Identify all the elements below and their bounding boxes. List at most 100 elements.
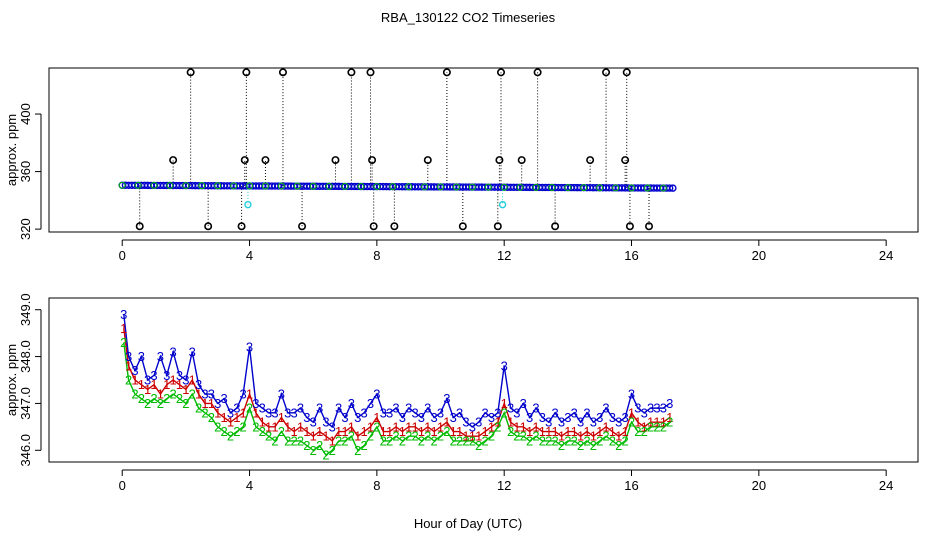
series-2-point: 2 [144, 396, 151, 411]
bottom-y-tick-label: 349.0 [18, 293, 33, 326]
series-2-point: 2 [138, 391, 145, 406]
chart-title: RBA_130122 CO2 Timeseries [381, 10, 556, 25]
series-3-point: 3 [622, 410, 629, 425]
series-3-point: 3 [195, 377, 202, 392]
series-1-point: 1 [373, 410, 380, 425]
series-2-point: 2 [481, 433, 488, 448]
series-3-point: 3 [271, 405, 278, 420]
spike-point [497, 68, 506, 77]
series-3-point: 3 [456, 405, 463, 420]
series-2-point: 2 [182, 396, 189, 411]
bottom-x-tick-label: 16 [624, 478, 638, 493]
series-1-point: 1 [335, 424, 342, 439]
baseline-point-overlay [580, 184, 588, 192]
spike-point [366, 68, 375, 77]
series-3-point: 3 [583, 405, 590, 420]
series-1-point: 1 [380, 424, 387, 439]
series-1-point: 1 [647, 415, 654, 430]
series-1-point: 1 [539, 424, 546, 439]
series-1-point: 1 [641, 419, 648, 434]
series-1-point: 1 [475, 429, 482, 444]
series-2-point: 2 [622, 433, 629, 448]
baseline-point-overlay [405, 183, 413, 191]
series-1-point: 1 [354, 429, 361, 444]
series-2-point: 2 [329, 443, 336, 458]
series-1-point: 1 [290, 424, 297, 439]
spike-point [135, 222, 144, 231]
series-1-point: 1 [265, 419, 272, 434]
baseline-point-overlay [261, 182, 269, 190]
baseline-point-overlay [150, 181, 158, 189]
bottom-x-tick-label: 8 [373, 478, 380, 493]
top-x-tick-label: 20 [752, 248, 766, 263]
series-2-point: 2 [558, 438, 565, 453]
series-3-point: 3 [120, 307, 127, 322]
series-3-point: 3 [615, 415, 622, 430]
series-2-point: 2 [246, 401, 253, 416]
series-1-point: 1 [532, 419, 539, 434]
series-1-point: 1 [386, 424, 393, 439]
series-1-point: 1 [138, 377, 145, 392]
series-2-point: 2 [583, 433, 590, 448]
series-2-point: 2 [252, 419, 259, 434]
low-point [498, 200, 507, 209]
series-3-point: 3 [475, 415, 482, 430]
series-3-point: 3 [552, 405, 559, 420]
series-2-point: 2 [208, 410, 215, 425]
spike-point [551, 222, 560, 231]
series-1-point: 1 [131, 373, 138, 388]
top-plot-frame [48, 67, 919, 233]
series-2-point: 2 [316, 438, 323, 453]
baseline-point-overlay [548, 183, 556, 191]
series-1-point: 1 [609, 424, 616, 439]
series-3-point: 3 [233, 401, 240, 416]
series-2-point: 2 [220, 424, 227, 439]
series-1-point: 1 [596, 424, 603, 439]
series-2-point: 2 [437, 429, 444, 444]
series-2-point: 2 [386, 433, 393, 448]
top-y-axis: 320 360 400 [18, 103, 42, 240]
x-axis-title: Hour of Day (UTC) [414, 516, 522, 531]
series-2-point: 2 [227, 429, 234, 444]
spike-point [369, 222, 378, 231]
series-2-point: 2 [660, 419, 667, 434]
top-x-tick-label: 8 [373, 248, 380, 263]
series-3-point: 3 [539, 410, 546, 425]
series-3-point: 3 [481, 405, 488, 420]
series-3-point: 3 [564, 410, 571, 425]
spike-point [390, 222, 399, 231]
series-3-point: 3 [297, 401, 304, 416]
top-plot-marks [118, 68, 677, 231]
top-x-tick-label: 24 [879, 248, 893, 263]
series-2-point: 2 [450, 433, 457, 448]
spike-point [586, 156, 595, 165]
series-2-point: 2 [602, 429, 609, 444]
top-x-axis: 0 4 8 12 16 20 24 [119, 239, 893, 263]
series-2-point: 2 [335, 433, 342, 448]
series-3-point: 3 [520, 396, 527, 411]
series-1-point: 1 [208, 396, 215, 411]
bottom-y-tick-label: 346.0 [18, 434, 33, 467]
series-2-point: 2 [615, 438, 622, 453]
series-2-point: 2 [380, 433, 387, 448]
series-1-point: 1 [564, 424, 571, 439]
series-1-point: 1 [399, 424, 406, 439]
series-3-point: 3 [138, 349, 145, 364]
series-1-point: 1 [233, 410, 240, 425]
series-3-point: 3 [284, 405, 291, 420]
series-3-point: 3 [545, 415, 552, 430]
series-1-point: 1 [284, 419, 291, 434]
series-1-point: 1 [552, 424, 559, 439]
top-y-tick-label: 400 [18, 103, 33, 125]
series-1-point: 1 [367, 419, 374, 434]
series-3-point: 3 [290, 405, 297, 420]
series-1-point: 1 [469, 429, 476, 444]
series-1-point: 1 [405, 419, 412, 434]
series-3-point: 3 [182, 373, 189, 388]
series-2-point: 2 [176, 391, 183, 406]
spike-point [625, 222, 634, 231]
series-3-point: 3 [214, 396, 221, 411]
series-3-point: 3 [450, 410, 457, 425]
series-3-point: 3 [367, 396, 374, 411]
